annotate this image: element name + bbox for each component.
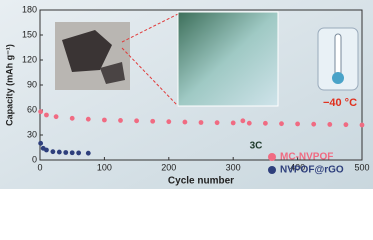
y-tick-label: 0: [32, 154, 37, 164]
data-point: [38, 109, 44, 115]
y-tick-label: 60: [27, 104, 37, 114]
data-point: [166, 119, 172, 125]
data-point: [246, 120, 252, 126]
zoom-line: [121, 47, 179, 107]
legend-marker: [268, 166, 276, 174]
x-tick-label: 100: [97, 162, 112, 172]
data-point: [311, 121, 317, 127]
data-point: [279, 121, 284, 127]
data-point: [38, 140, 44, 146]
thermometer: [334, 33, 342, 77]
y-tick-label: 30: [27, 129, 37, 139]
micrograph: [177, 11, 279, 107]
x-tick-label: 200: [161, 162, 176, 172]
data-point: [76, 150, 82, 156]
particle: [62, 30, 112, 72]
data-point: [44, 147, 49, 153]
legend-label: MC-NVPOF: [280, 152, 333, 163]
data-point: [214, 120, 220, 126]
x-tick-label: 500: [354, 162, 369, 172]
y-tick-label: 180: [22, 4, 37, 14]
x-tick-label: 300: [226, 162, 241, 172]
zoom-line: [121, 13, 179, 43]
data-point: [150, 118, 156, 124]
legend-label: NVPOF@rGO: [280, 165, 344, 176]
x-tick-label: 0: [37, 162, 42, 172]
data-point: [50, 149, 56, 155]
data-point: [44, 112, 49, 118]
y-tick-label: 120: [22, 54, 37, 64]
data-point: [343, 122, 349, 128]
data-point: [53, 114, 59, 120]
x-axis-label: Cycle number: [168, 176, 234, 187]
data-point: [63, 150, 69, 155]
y-tick-label: 150: [22, 29, 37, 39]
data-point: [182, 119, 188, 125]
y-axis-label: Capacity (mAh g⁻¹): [4, 44, 14, 126]
data-point: [327, 122, 333, 127]
data-point: [263, 120, 268, 126]
data-point: [69, 115, 75, 121]
thermometer-bulb: [332, 72, 344, 84]
rate-label: 3C: [250, 141, 263, 152]
page: Capacity (mAh g⁻¹) Cycle number 3C −40 °…: [0, 0, 373, 189]
data-point: [230, 120, 236, 126]
data-point: [69, 150, 75, 156]
x-tick-label: 400: [290, 162, 305, 172]
data-point: [134, 118, 140, 124]
chart: Capacity (mAh g⁻¹) Cycle number 3C −40 °…: [0, 0, 373, 189]
particle: [100, 62, 125, 84]
temperature-label: −40 °C: [323, 97, 357, 109]
data-point: [118, 118, 123, 123]
data-point: [56, 149, 62, 155]
legend-marker: [268, 153, 276, 161]
y-tick-label: 90: [27, 79, 37, 89]
data-point: [295, 121, 300, 127]
data-point: [198, 120, 204, 125]
data-point: [102, 117, 107, 123]
data-point: [85, 150, 91, 156]
data-point: [240, 118, 246, 124]
data-point: [359, 122, 365, 128]
data-point: [85, 116, 91, 122]
